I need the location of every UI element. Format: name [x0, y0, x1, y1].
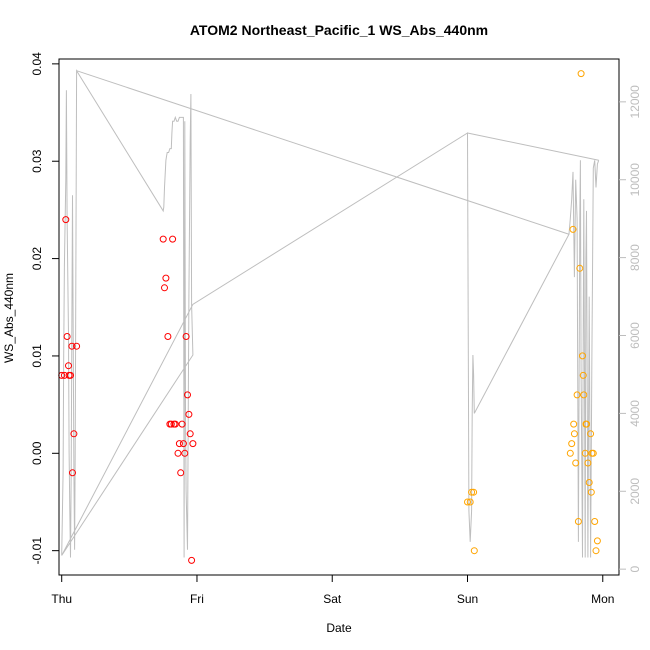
- data-point-red: [73, 342, 81, 350]
- right-axis-tick-label: 2000: [628, 478, 642, 505]
- x-tick-label: Thu: [51, 592, 72, 606]
- secondary-series-connector: [467, 132, 599, 161]
- data-point-orange: [591, 518, 599, 525]
- data-point-orange: [587, 430, 595, 438]
- data-point-orange: [572, 459, 580, 467]
- right-axis-tick-label: 8000: [628, 244, 642, 271]
- x-tick-label: Sat: [323, 592, 342, 606]
- data-point-orange: [580, 391, 588, 399]
- data-point-orange: [568, 440, 576, 448]
- data-point-orange: [570, 430, 578, 438]
- data-point-red: [63, 333, 71, 340]
- data-point-red: [181, 449, 189, 457]
- plot-frame: [58, 58, 620, 576]
- y-tick-label: 0.02: [30, 247, 44, 271]
- data-point-orange: [566, 449, 574, 457]
- data-point-orange: [592, 547, 600, 555]
- x-tick-label: Fri: [190, 592, 204, 606]
- secondary-series-line: [61, 68, 600, 558]
- chart-title: ATOM2 Northeast_Pacific_1 WS_Abs_440nm: [190, 22, 488, 38]
- data-point-red: [167, 420, 175, 428]
- data-point-red: [65, 362, 72, 370]
- data-point-red: [164, 333, 172, 340]
- data-point-red: [174, 449, 182, 457]
- x-tick-label: Sun: [457, 592, 478, 606]
- data-point-red: [68, 342, 76, 350]
- y-tick-label: 0.04: [30, 52, 44, 76]
- data-point-red: [69, 469, 76, 477]
- data-point-orange: [579, 371, 587, 379]
- data-point-red: [175, 440, 183, 448]
- x-axis-label: Date: [326, 621, 352, 635]
- right-axis-tick-label: 0: [628, 566, 642, 573]
- y-tick-label: 0.01: [30, 344, 44, 368]
- data-point-orange: [470, 488, 478, 496]
- data-point-orange: [570, 420, 578, 428]
- right-axis-tick-label: 10000: [628, 163, 642, 197]
- x-axis: Thu Fri Sat Sun Mon: [51, 574, 614, 606]
- data-point-orange: [470, 547, 478, 555]
- data-point-red: [161, 284, 168, 292]
- data-point-orange: [576, 264, 584, 272]
- data-point-red: [178, 420, 186, 428]
- y-tick-label: 0.03: [30, 149, 44, 173]
- secondary-line-layer: [61, 68, 600, 558]
- data-point-orange: [468, 488, 476, 496]
- data-point-red: [169, 235, 177, 243]
- data-point-orange: [585, 479, 593, 486]
- data-point-orange: [583, 420, 590, 428]
- data-point-red: [185, 410, 193, 418]
- data-point-orange: [581, 449, 589, 457]
- data-point-orange: [574, 518, 582, 525]
- data-point-orange: [573, 391, 581, 399]
- data-point-red: [189, 440, 197, 448]
- data-point-red: [177, 469, 185, 477]
- data-point-red: [159, 235, 167, 243]
- data-point-red: [67, 371, 74, 379]
- right-axis-tick-label: 12000: [628, 85, 642, 119]
- data-point-red: [171, 420, 179, 428]
- data-point-red: [179, 440, 187, 448]
- y-tick-label: -0.01: [30, 537, 44, 565]
- points-layer: [58, 70, 601, 564]
- data-point-orange: [589, 449, 597, 457]
- data-point-orange: [569, 225, 577, 233]
- data-point-orange: [579, 352, 586, 360]
- data-point-red: [188, 556, 196, 564]
- data-point-red: [70, 430, 78, 438]
- y-axis-label: WS_Abs_440nm: [2, 273, 16, 363]
- data-point-orange: [577, 70, 585, 78]
- data-point-orange: [466, 498, 474, 506]
- secondary-series-connector: [76, 70, 570, 235]
- right-axis-tick-label: 4000: [628, 400, 642, 427]
- y-tick-label: 0.00: [30, 441, 44, 465]
- data-point-orange: [584, 459, 592, 467]
- data-point-red: [162, 274, 170, 282]
- data-point-red: [62, 216, 70, 224]
- y-axis: -0.01 0.00 0.01 0.02 0.03 0.04: [30, 52, 60, 565]
- right-axis: 0 2000 4000 6000 8000 10000 12000: [619, 85, 642, 573]
- data-point-red: [186, 430, 194, 438]
- data-point-red: [182, 333, 190, 340]
- right-axis-tick-label: 6000: [628, 322, 642, 349]
- x-tick-label: Mon: [591, 592, 614, 606]
- data-point-orange: [464, 498, 471, 506]
- data-point-orange: [593, 537, 601, 545]
- data-point-orange: [587, 488, 595, 496]
- data-point-red: [184, 391, 191, 399]
